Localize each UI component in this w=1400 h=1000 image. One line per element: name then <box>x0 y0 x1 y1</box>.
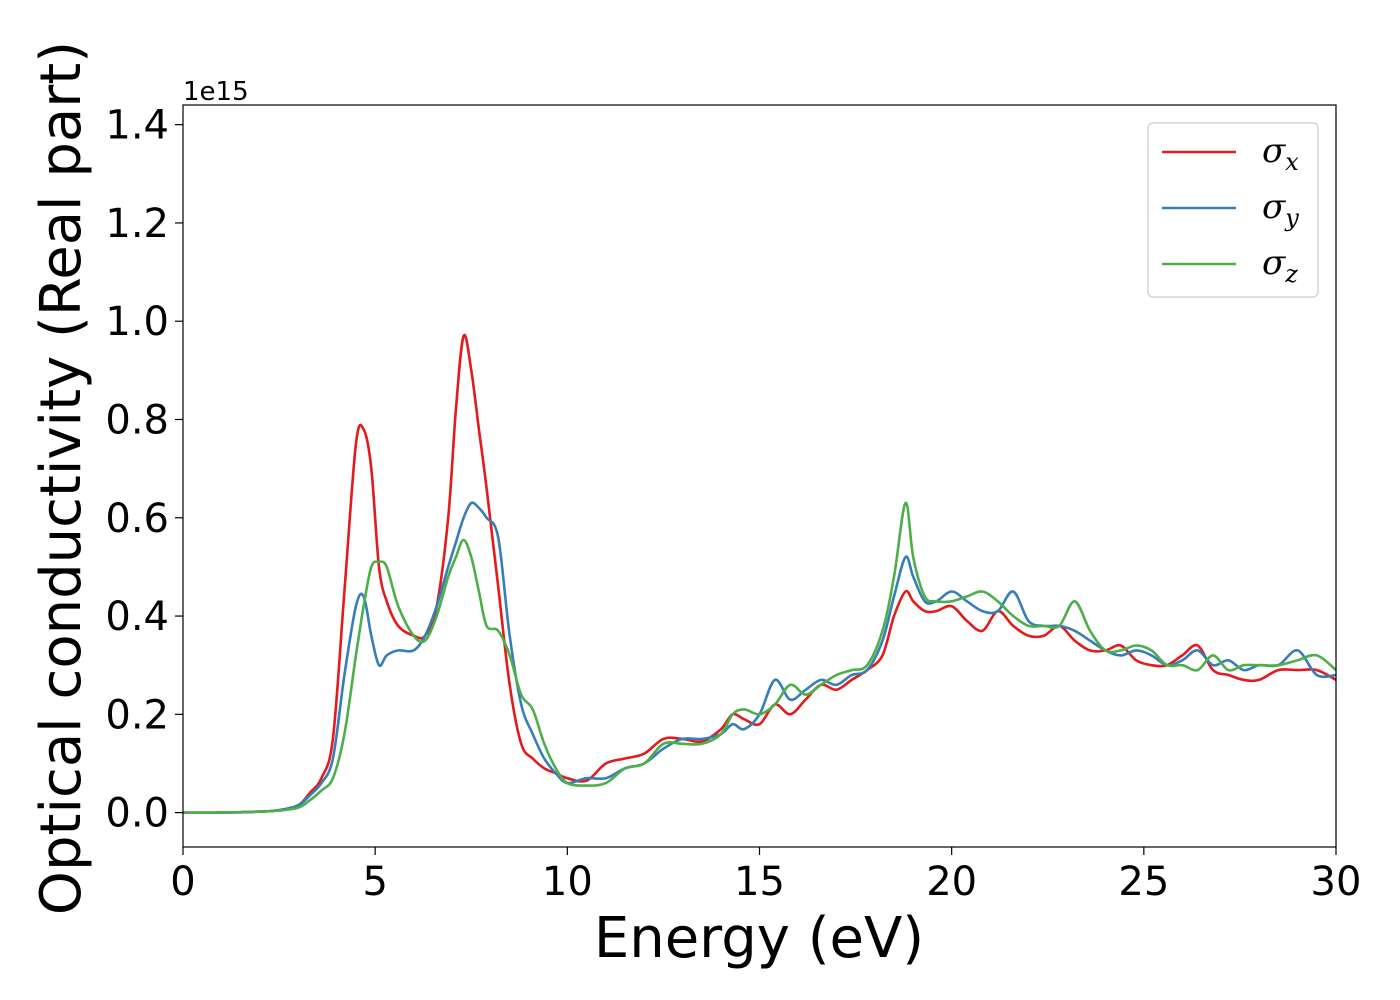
legend-box <box>1147 122 1319 298</box>
series-line-y <box>182 501 1337 814</box>
y-axis-ticks: 0.0 0.2 0.4 0.6 0.8 1.0 1.2 1.4 <box>105 103 183 837</box>
x-tick-label: 5 <box>362 859 387 905</box>
x-tick-label: 10 <box>542 859 593 905</box>
series-layer <box>182 333 1337 814</box>
x-tick-label: 0 <box>170 859 195 905</box>
legend-label-y: σy <box>1262 187 1299 232</box>
y-tick-label: 0.8 <box>105 397 169 443</box>
y-tick-label: 1.2 <box>105 201 169 247</box>
x-tick-label: 15 <box>734 859 785 905</box>
x-tick-label: 25 <box>1118 859 1169 905</box>
legend: σx σy σz <box>1147 122 1319 298</box>
y-tick-label: 1.0 <box>105 299 169 345</box>
x-axis-label: Energy (eV) <box>594 906 924 971</box>
x-tick-label: 30 <box>1311 859 1362 905</box>
legend-label-z: σz <box>1262 243 1298 288</box>
y-tick-label: 0.6 <box>105 496 169 542</box>
y-offset-label: 1e15 <box>183 77 249 107</box>
x-axis-ticks: 0 5 10 15 20 25 30 <box>170 847 1361 905</box>
y-tick-label: 1.4 <box>105 103 169 149</box>
series-line-z <box>182 501 1337 814</box>
legend-entries: σx σy σz <box>1162 131 1299 288</box>
x-tick-label: 20 <box>926 859 977 905</box>
y-axis-label: Optical conductivity (Real part) <box>29 41 94 915</box>
series-line-x <box>182 333 1337 814</box>
y-tick-label: 0.2 <box>105 692 169 738</box>
legend-label-x: σx <box>1262 131 1299 176</box>
y-tick-label: 0.0 <box>105 791 169 837</box>
y-tick-label: 0.4 <box>105 594 169 640</box>
